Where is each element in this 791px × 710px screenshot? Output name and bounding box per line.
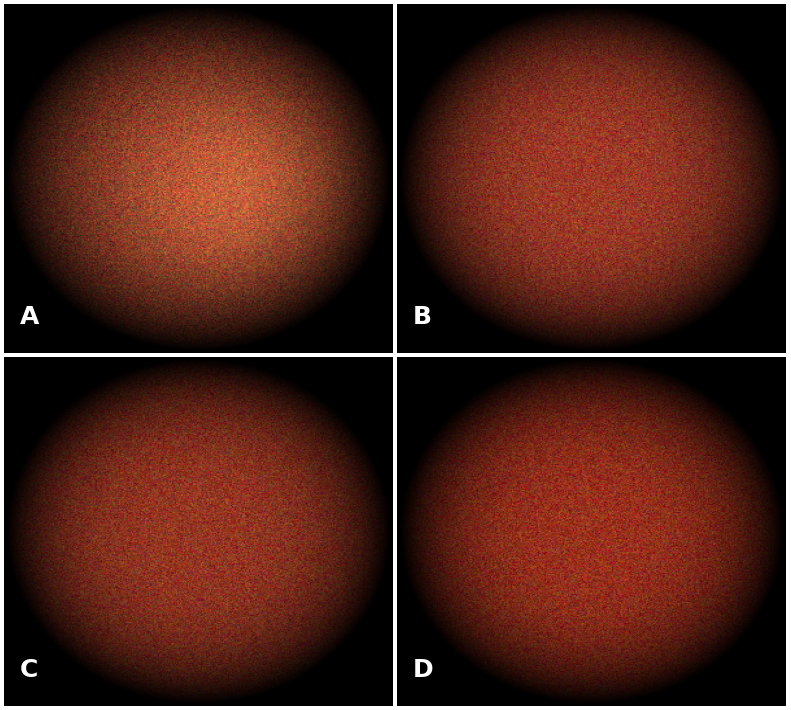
Text: D: D	[413, 658, 433, 682]
Text: B: B	[413, 305, 432, 329]
Text: C: C	[20, 658, 38, 682]
Text: A: A	[20, 305, 39, 329]
